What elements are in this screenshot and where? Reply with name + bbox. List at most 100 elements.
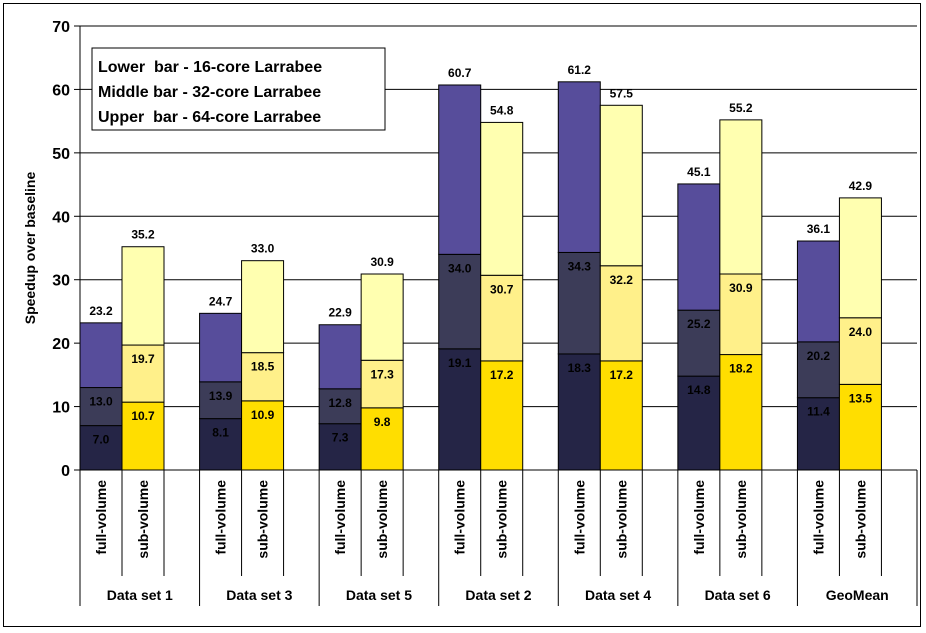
bar-value-label: 13.5 [849,391,873,405]
bar-value-label: 7.3 [332,431,349,445]
bar-value-label: 9.8 [374,415,391,429]
bar-value-label: 11.4 [807,405,830,419]
bar-sub-volume-segment-2 [599,265,643,362]
y-tick-label: 50 [52,146,70,163]
bar-sub-volume-segment-2 [719,273,763,356]
bar-value-label: 18.5 [251,360,275,374]
bars: 7.0 13.0 23.2 full-volume 10.7 19.7 35.2 sub-vo… [79,63,882,559]
bar-sub-volume-segment-1 [360,407,404,471]
bar-full-volume-segment-1 [557,353,601,471]
bar-sub-volume-segment-3 [599,104,643,267]
bar-value-label: 24.0 [849,325,873,339]
bar-sub-volume-segment-3 [241,260,285,354]
legend-line: Lower bar - 16-core Larrabee [98,59,322,76]
bar-value-label: 61.2 [568,63,592,77]
legend: Lower bar - 16-core Larrabee Middle bar -… [91,47,386,131]
bar-value-label: 55.2 [729,101,753,115]
bar-full-volume-segment-3 [79,322,123,389]
bar-sub-volume-segment-3 [121,246,165,346]
bar-sub-volume-segment-2 [480,274,524,362]
bar-full-volume-segment-3 [796,240,840,343]
bar-value-label: 57.5 [610,86,634,100]
bar-sub-volume-segment-2 [838,317,882,385]
bar-value-label: 17.3 [370,367,394,381]
bar-sub-volume-segment-3 [838,197,882,319]
bar-sub-volume-segment-1 [838,383,882,471]
group-label: Data set 3 [226,587,292,603]
group-label: Data set 6 [705,587,771,603]
bar-full-volume-segment-1 [318,423,362,471]
y-tick-label: 40 [52,209,70,226]
bar-value-label: 10.7 [131,409,155,423]
bar-sub-volume-segment-1 [121,401,165,471]
bar-category-label: sub-volume [852,480,868,559]
bar-category-label: sub-volume [374,480,390,559]
bar-sub-volume-segment-3 [480,121,524,276]
legend-line: Upper bar - 64-core Larrabee [98,109,321,126]
bar-value-label: 60.7 [448,66,472,80]
bar-category-label: sub-volume [255,480,271,559]
bar-value-label: 25.2 [687,317,711,331]
bar-value-label: 36.1 [807,222,831,236]
bar-sub-volume-segment-3 [360,273,404,361]
y-tick-label: 10 [52,400,70,417]
group-label: GeoMean [826,587,889,603]
bar-value-label: 18.2 [729,362,753,376]
bar-value-label: 34.0 [448,261,472,275]
bar-value-label: 19.1 [448,356,472,370]
bar-category-label: full-volume [810,480,826,555]
bar-full-volume-segment-1 [438,348,482,471]
legend-box [91,47,386,131]
bar-value-label: 20.2 [807,349,831,363]
bar-value-label: 45.1 [687,165,711,179]
bar-category-label: sub-volume [494,480,510,559]
bar-value-label: 30.9 [370,255,394,269]
bar-value-label: 23.2 [89,304,113,318]
bar-full-volume-segment-2 [438,253,482,350]
bar-category-label: sub-volume [613,480,629,559]
bar-category-label: full-volume [93,480,109,555]
bar-full-volume-segment-3 [199,312,243,383]
bar-full-volume-segment-2 [677,309,721,377]
bar-category-label: sub-volume [135,480,151,559]
bar-value-label: 12.8 [328,396,352,410]
bar-category-label: full-volume [691,480,707,555]
bar-value-label: 13.9 [209,389,233,403]
bar-value-label: 30.7 [490,282,514,296]
bar-full-volume-segment-2 [318,388,362,425]
y-tick-label: 60 [52,82,70,99]
bar-value-label: 30.9 [729,281,753,295]
bar-value-label: 34.3 [568,259,592,273]
bar-full-volume-segment-2 [199,381,243,420]
bar-value-label: 22.9 [328,306,352,320]
bar-value-label: 17.2 [490,368,514,382]
bar-value-label: 10.9 [251,408,275,422]
group-label: Data set 5 [346,587,412,603]
y-tick-label: 0 [61,463,70,480]
bar-category-label: full-volume [332,480,348,555]
bar-full-volume-segment-3 [438,84,482,255]
y-axis-label: Speedup over baseline [22,172,38,325]
bar-full-volume-segment-2 [79,387,123,427]
bar-value-label: 14.8 [687,383,711,397]
bar-value-label: 42.9 [849,179,873,193]
bar-full-volume-segment-1 [79,425,123,471]
legend-line: Middle bar - 32-core Larrabee [98,84,321,101]
bar-category-label: full-volume [571,480,587,555]
bar-value-label: 18.3 [568,361,592,375]
y-tick-label: 70 [52,19,70,36]
bar-value-label: 17.2 [610,368,634,382]
bar-value-label: 19.7 [131,352,155,366]
bar-category-label: full-volume [213,480,229,555]
group-label: Data set 1 [107,587,173,603]
bar-value-label: 33.0 [251,242,275,256]
bar-value-label: 8.1 [212,426,229,440]
bar-full-volume-segment-3 [677,183,721,311]
bar-value-label: 13.0 [89,395,113,409]
bar-sub-volume-segment-1 [480,360,524,471]
bar-full-volume-segment-3 [557,81,601,253]
bar-value-label: 54.8 [490,103,514,117]
bar-sub-volume-segment-2 [360,359,404,409]
group-label: Data set 2 [465,587,531,603]
